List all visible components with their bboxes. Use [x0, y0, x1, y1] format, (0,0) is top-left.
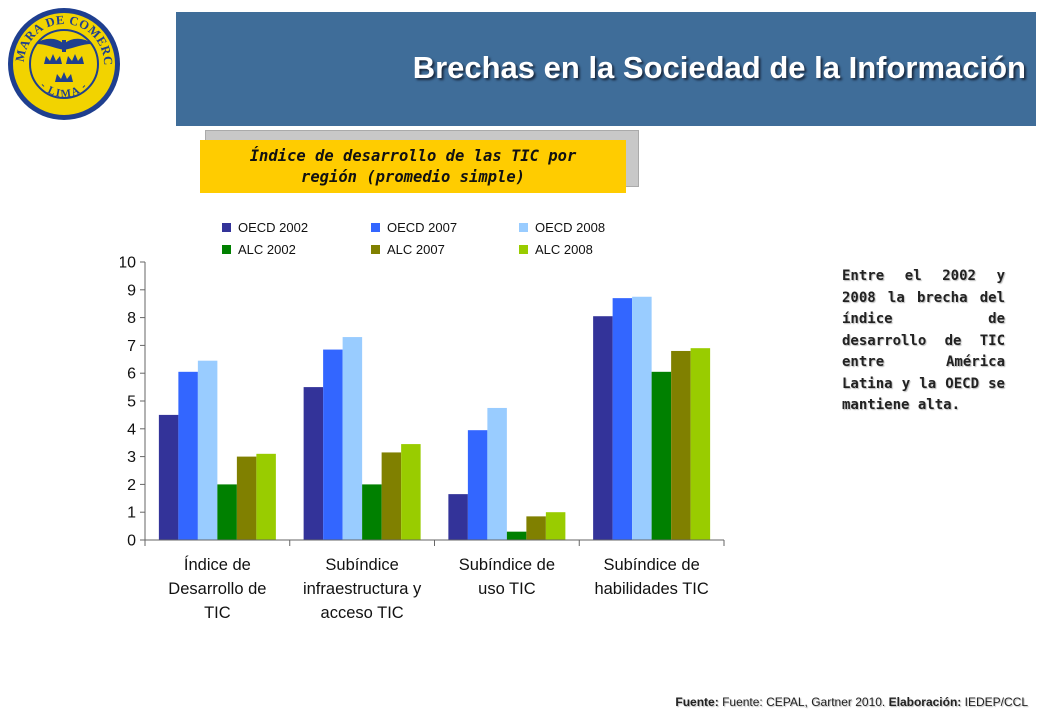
bar-oecd-2002-cat3	[448, 494, 468, 540]
chart-bars	[158, 296, 711, 540]
bar-alc-2007-cat4	[671, 350, 691, 540]
y-tick-label: 6	[127, 366, 136, 383]
x-tick-label: Subíndice de habilidades TIC	[594, 556, 708, 598]
y-tick-label: 3	[127, 449, 136, 466]
legend-swatch-3	[519, 223, 528, 232]
y-tick-label: 0	[127, 533, 136, 550]
bar-oecd-2007-cat3	[467, 430, 488, 540]
legend-label-6: ALC 2008	[535, 242, 593, 257]
bar-oecd-2008-cat2	[342, 337, 363, 540]
legend-label-4: ALC 2002	[238, 242, 296, 257]
footer-author-text: IEDEP/CCL	[964, 695, 1028, 709]
bar-oecd-2002-cat2	[303, 387, 324, 540]
bar-alc-2007-cat1	[236, 456, 257, 540]
legend-swatch-1	[222, 223, 231, 232]
bar-alc-2008-cat3	[545, 512, 566, 540]
footer-source: Fuente: Fuente: CEPAL, Gartner 2010. Ela…	[675, 695, 1028, 709]
side-note: Entre el 2002 y 2008 la brecha del índic…	[842, 268, 1005, 413]
x-axis: Índice de Desarrollo de TIC Subíndice infrae…	[144, 539, 725, 622]
legend-label-1: OECD 2002	[238, 220, 308, 235]
y-tick-label: 7	[127, 338, 136, 355]
bar-oecd-2007-cat4	[612, 298, 633, 540]
legend-swatch-6	[519, 245, 528, 254]
bar-oecd-2008-cat3	[487, 407, 507, 540]
bar-oecd-2008-cat4	[632, 296, 652, 540]
chart-subtitle-box: Índice de desarrollo de las TIC por regi…	[200, 140, 626, 193]
three-crowns-icon	[44, 54, 84, 82]
bar-oecd-2007-cat1	[178, 371, 198, 540]
chart-subtitle-line-1: Índice de desarrollo de las TIC por	[249, 146, 577, 165]
y-tick-label: 4	[127, 421, 136, 438]
y-tick-label: 5	[127, 394, 136, 411]
bar-alc-2008-cat1	[256, 453, 276, 540]
bar-alc-2002-cat2	[362, 484, 382, 540]
header-band: Brechas en la Sociedad de la Información	[176, 12, 1036, 126]
y-tick-label: 1	[127, 505, 136, 522]
x-tick-label: Subíndice infraestructura y acceso TIC	[303, 556, 422, 622]
logo-ring-text-bottom: - LIMA -	[38, 80, 90, 101]
winged-emblem-icon	[36, 38, 92, 52]
chart-subtitle-line-2: región (promedio simple)	[301, 167, 525, 186]
y-tick-label: 2	[127, 477, 136, 494]
legend-label-2: OECD 2007	[387, 220, 457, 235]
x-tick-label: Subíndice de uso TIC	[459, 556, 555, 598]
bar-alc-2008-cat4	[690, 348, 711, 540]
y-axis: 0 1 2 3 4 5 6 7 8 9 10	[120, 255, 146, 550]
bar-alc-2007-cat2	[381, 452, 402, 540]
legend-label-5: ALC 2007	[387, 242, 445, 257]
bar-alc-2007-cat3	[526, 516, 546, 540]
bar-oecd-2002-cat4	[593, 316, 613, 540]
chart-subtitle: Índice de desarrollo de las TIC por regi…	[250, 146, 577, 188]
legend-background	[216, 220, 616, 264]
footer-source-label: Fuente:	[675, 695, 719, 709]
chart-legend: OECD 2002 OECD 2007 OECD 2008 ALC 2002 ALC 2…	[216, 220, 616, 264]
bar-chart: OECD 2002 OECD 2007 OECD 2008 ALC 2002 ALC 2…	[120, 220, 725, 622]
footer-author-label: Elaboración:	[888, 695, 962, 709]
bar-alc-2002-cat4	[651, 371, 672, 540]
bar-oecd-2002-cat1	[158, 414, 179, 540]
bar-alc-2008-cat2	[401, 444, 421, 540]
y-tick-label: 9	[127, 282, 136, 299]
legend-swatch-5	[371, 245, 380, 254]
legend-label-3: OECD 2008	[535, 220, 605, 235]
bar-oecd-2007-cat2	[323, 349, 343, 540]
logo-center	[29, 29, 99, 99]
bar-alc-2002-cat1	[217, 484, 237, 540]
x-tick-label: Índice de Desarrollo de TIC	[168, 555, 266, 622]
page-title: Brechas en la Sociedad de la Información	[412, 50, 1026, 85]
camara-de-comercio-logo: CÁMARA DE COMERCIO - LIMA -	[6, 6, 120, 120]
y-tick-label: 10	[120, 255, 136, 272]
y-tick-label: 8	[127, 310, 136, 327]
bar-alc-2002-cat3	[506, 531, 527, 540]
bar-oecd-2008-cat1	[197, 360, 218, 540]
legend-swatch-2	[371, 223, 380, 232]
footer-source-text: Fuente: CEPAL, Gartner 2010.	[722, 695, 886, 709]
legend-swatch-4	[222, 245, 231, 254]
